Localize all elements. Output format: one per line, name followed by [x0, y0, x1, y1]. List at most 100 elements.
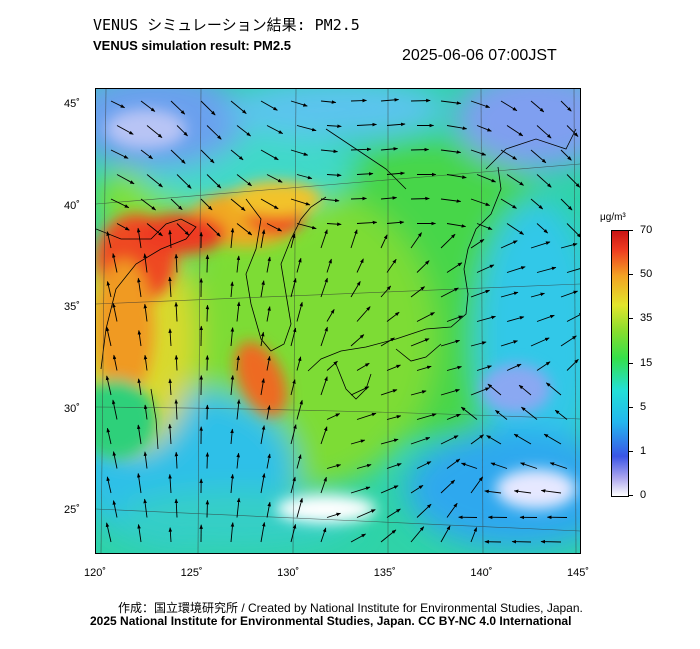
wind-arrow	[500, 291, 519, 298]
wind-arrow	[350, 533, 366, 543]
wind-arrow	[470, 527, 478, 543]
wind-arrow	[380, 196, 398, 200]
wind-arrow	[296, 301, 303, 322]
wind-arrow	[476, 365, 492, 371]
wind-arrow	[146, 223, 163, 237]
coastlines	[96, 128, 577, 450]
wind-arrow	[137, 378, 142, 396]
wind-arrow	[116, 174, 135, 185]
wind-arrow	[530, 149, 547, 164]
wind-arrow	[236, 174, 252, 187]
wind-arrow	[296, 399, 303, 420]
wind-arrow	[440, 198, 462, 203]
wind-arrow	[440, 287, 459, 298]
latitude-tick-label: 30˚	[64, 402, 80, 415]
wind-arrow	[410, 286, 425, 298]
wind-arrow	[140, 149, 153, 160]
wind-arrow	[350, 147, 372, 152]
colorbar-tick-mark	[628, 450, 633, 452]
wind-arrow	[230, 198, 246, 211]
wind-arrow	[380, 234, 388, 249]
wind-arrow	[356, 258, 364, 273]
wind-arrow	[320, 326, 328, 347]
wind-arrow	[446, 502, 458, 518]
wind-arrow	[506, 363, 522, 371]
wind-arrow	[326, 124, 342, 128]
wind-arrow	[236, 125, 251, 137]
wind-arrow	[536, 223, 549, 234]
wind-arrow	[536, 314, 555, 322]
title-japanese: VENUS シミュレーション結果: PM2.5	[93, 16, 360, 34]
wind-arrow	[416, 503, 432, 518]
wind-arrow	[476, 174, 497, 183]
wind-arrow	[566, 125, 579, 137]
wind-arrow	[566, 223, 580, 238]
wind-arrow	[540, 489, 562, 494]
wind-arrow	[116, 223, 130, 231]
wind-arrow	[476, 264, 495, 273]
wind-arrow	[260, 378, 265, 396]
wind-arrow	[260, 331, 265, 347]
wind-arrow	[143, 253, 148, 273]
wind-arrow	[470, 239, 485, 249]
wind-arrow	[536, 125, 552, 139]
wind-arrow	[168, 527, 173, 543]
wind-arrow	[506, 174, 524, 186]
wind-arrow	[326, 413, 341, 420]
wind-arrow	[290, 277, 297, 298]
wind-arrow	[236, 452, 240, 469]
wind-arrow	[112, 500, 118, 518]
wind-arrow	[136, 227, 142, 249]
wind-arrow	[446, 223, 467, 228]
wind-arrow	[136, 472, 142, 494]
wind-arrow	[446, 125, 468, 130]
wind-arrow	[476, 315, 496, 322]
wind-arrow	[170, 100, 186, 115]
wind-arrow	[386, 311, 400, 322]
wind-arrow	[290, 233, 296, 249]
longitude-tick-label: 145˚	[566, 567, 590, 579]
wind-arrow	[470, 387, 490, 396]
wind-arrow	[416, 260, 430, 273]
wind-vectors	[105, 98, 580, 544]
latitude-tick-label: 25˚	[64, 504, 80, 516]
wind-arrow	[356, 509, 376, 518]
longitude-tick-label: 130˚	[277, 567, 300, 579]
wind-arrow	[380, 389, 398, 396]
wind-arrow	[566, 268, 580, 273]
wind-arrow	[410, 147, 430, 152]
wind-arrow	[266, 453, 271, 469]
wind-arrow	[530, 292, 545, 298]
wind-arrow	[416, 312, 435, 322]
wind-arrow	[230, 227, 235, 249]
wind-arrow	[446, 315, 464, 322]
wind-arrow	[140, 100, 156, 112]
wind-arrow	[476, 223, 493, 230]
wind-arrow	[470, 149, 487, 156]
wind-arrow	[260, 425, 266, 445]
wind-arrow	[386, 463, 402, 469]
wind-arrow	[356, 362, 370, 371]
wind-arrow	[549, 462, 568, 469]
wind-arrow	[320, 100, 337, 104]
wind-arrow	[386, 258, 397, 273]
wind-arrow	[230, 374, 235, 396]
wind-arrow	[290, 379, 296, 396]
wind-arrow	[290, 149, 309, 156]
wind-arrow	[380, 285, 392, 298]
wind-arrow	[176, 174, 192, 189]
wind-arrow	[490, 462, 508, 469]
wind-arrow	[487, 383, 502, 396]
wind-arrow	[326, 258, 332, 273]
wind-arrow	[236, 255, 241, 273]
wind-arrow	[350, 229, 358, 249]
wind-arrow	[326, 173, 342, 177]
wind-arrow	[106, 231, 112, 249]
wind-arrow	[174, 253, 179, 273]
wind-arrow	[206, 223, 221, 237]
wind-arrow	[320, 376, 328, 396]
wind-arrow	[260, 198, 279, 210]
wind-arrow	[116, 125, 134, 135]
map-canvas	[96, 89, 580, 553]
wind-arrow	[105, 522, 112, 543]
